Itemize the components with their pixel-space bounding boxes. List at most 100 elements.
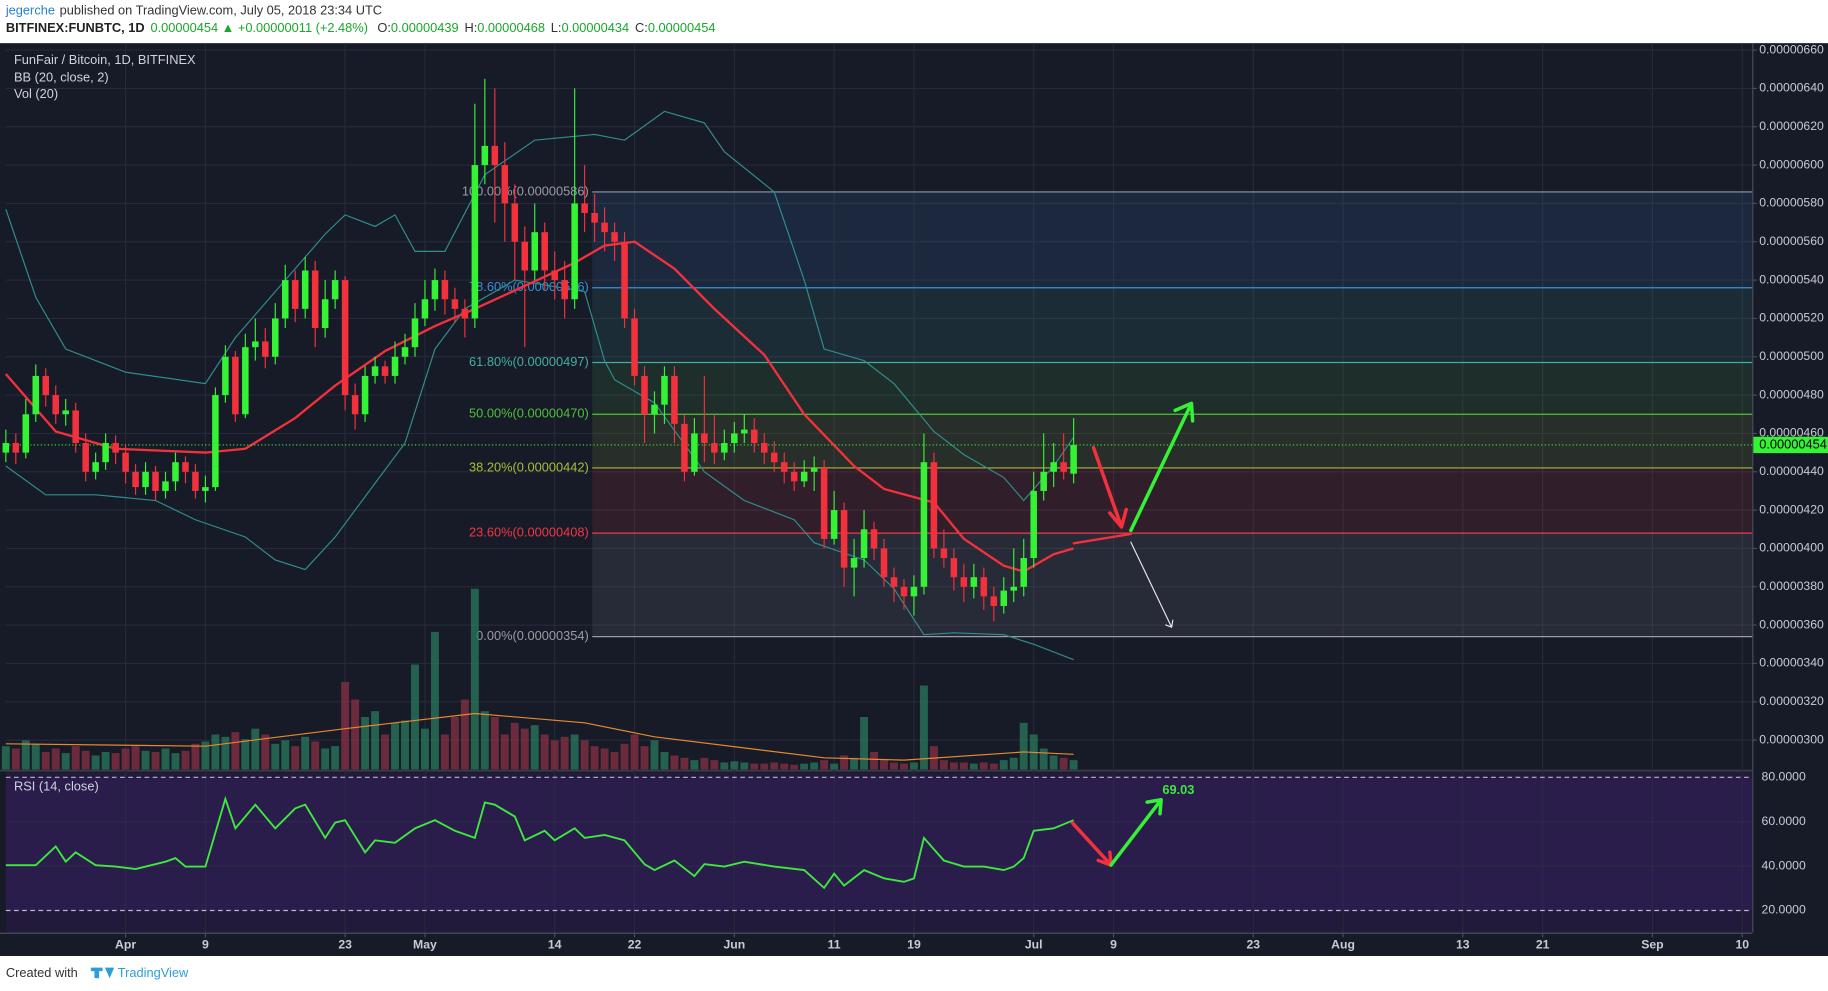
x-tick-label: Aug xyxy=(1331,938,1355,952)
volume-bar xyxy=(1009,757,1018,770)
volume-bar xyxy=(361,717,370,770)
header-line-1: jegerche published on TradingView.com, Ju… xyxy=(5,3,382,18)
candle-body xyxy=(1040,471,1047,491)
candle-body xyxy=(840,510,848,568)
volume-bar xyxy=(430,631,439,770)
volume-bar xyxy=(540,734,549,770)
volume-bar xyxy=(570,734,579,770)
fib-zone xyxy=(592,533,1753,637)
candle-body xyxy=(631,318,638,376)
x-tick-label: 14 xyxy=(548,938,562,952)
candle-body xyxy=(311,270,319,329)
chart-title: FunFair / Bitcoin, 1D, BITFINEX xyxy=(14,52,196,67)
ohlc-value: 0.00000454 xyxy=(648,21,716,36)
volume-bar xyxy=(401,720,409,770)
volume-bar xyxy=(420,728,429,770)
volume-bar xyxy=(261,734,270,770)
drawings xyxy=(1070,401,1195,867)
candle-body xyxy=(122,452,129,472)
volume-bar xyxy=(81,750,90,770)
ohlc-value: 0.00000434 xyxy=(561,21,629,36)
volume-bar xyxy=(650,740,659,770)
candle-body xyxy=(281,280,289,319)
candle-body xyxy=(262,341,269,357)
candle-body xyxy=(102,443,109,463)
candle-body xyxy=(451,299,459,309)
volume-bar xyxy=(820,760,829,770)
published: published on TradingView.com, July 05, 2… xyxy=(60,3,382,18)
candle-body xyxy=(321,299,329,329)
candle-body xyxy=(2,443,10,453)
rsi-tick-label: 20.0000 xyxy=(1762,903,1806,917)
volume-bar xyxy=(700,757,709,770)
candle-body xyxy=(421,299,429,319)
ohlc-value: 0.00000468 xyxy=(477,21,545,36)
candle-body xyxy=(780,462,788,472)
y-tick-label: 0.00000480 xyxy=(1759,387,1824,401)
y-tick-label: 0.00000300 xyxy=(1759,732,1824,746)
y-tick-label: 0.00000620 xyxy=(1759,119,1824,133)
candle-body xyxy=(202,487,209,491)
rsi-tick-label: 80.0000 xyxy=(1762,770,1806,784)
candle-body xyxy=(441,280,449,300)
candle-body xyxy=(242,347,249,415)
fib-zone xyxy=(592,287,1753,363)
candle-body xyxy=(621,241,628,319)
volume-bar xyxy=(890,762,898,770)
candle-body xyxy=(222,356,229,396)
fib-label: 23.60%(0.00000408) xyxy=(469,525,589,540)
volume-bar xyxy=(21,740,30,770)
candle-body xyxy=(541,232,548,271)
volume-bar xyxy=(490,717,499,770)
candle-body xyxy=(850,558,858,568)
y-tick-label: 0.00000380 xyxy=(1759,579,1824,593)
volume-bar xyxy=(121,748,130,770)
rsi-tick-label: 40.0000 xyxy=(1762,858,1806,872)
candle-body xyxy=(1030,490,1037,559)
volume-bar xyxy=(311,741,320,770)
volume-bar xyxy=(730,761,739,770)
candle-body xyxy=(22,414,30,453)
candle-body xyxy=(531,232,539,271)
candle-body xyxy=(1060,462,1067,472)
volume-bar xyxy=(810,762,819,770)
candle-body xyxy=(72,410,79,444)
y-tick-label: 0.00000640 xyxy=(1759,81,1824,95)
indicator-label: Vol (20) xyxy=(14,86,58,101)
candle-body xyxy=(42,375,50,396)
footer-brand[interactable]: TradingView xyxy=(118,965,189,980)
y-tick-label: 0.00000340 xyxy=(1759,656,1824,670)
volume-bar xyxy=(341,682,350,770)
volume-bar xyxy=(909,762,918,770)
volume-bar xyxy=(411,664,419,770)
rsi-line xyxy=(5,795,1074,890)
volume-bar xyxy=(450,717,459,770)
volume-bar xyxy=(211,734,220,770)
volume-bar xyxy=(600,748,609,770)
candle-body xyxy=(611,232,618,242)
candle-body xyxy=(411,318,419,348)
fib-label: 61.80%(0.00000497) xyxy=(469,354,589,369)
fib-zone xyxy=(592,467,1753,534)
ohlc-key: C: xyxy=(635,21,648,36)
candle-body xyxy=(751,429,758,444)
ohlc-key: H: xyxy=(464,21,477,36)
candle-body xyxy=(52,395,59,415)
candle-body xyxy=(820,467,828,539)
volume-bar xyxy=(101,751,110,770)
x-tick-label: 23 xyxy=(1246,938,1260,952)
last-price-tag xyxy=(1753,436,1828,454)
indicator-label: BB (20, close, 2) xyxy=(14,70,109,85)
y-tick-label: 0.00000660 xyxy=(1759,42,1824,56)
y-tick-label: 0.00000580 xyxy=(1759,196,1824,210)
volume-bar xyxy=(900,763,908,770)
rsi-title: RSI (14, close) xyxy=(14,778,99,793)
volume-bar xyxy=(440,734,449,770)
candle-body xyxy=(1070,444,1077,474)
candle-body xyxy=(391,356,399,376)
volume-bar xyxy=(989,763,998,770)
rsi-tick-label: 60.0000 xyxy=(1762,814,1806,828)
candle-body xyxy=(960,577,968,587)
candle-body xyxy=(860,529,868,559)
